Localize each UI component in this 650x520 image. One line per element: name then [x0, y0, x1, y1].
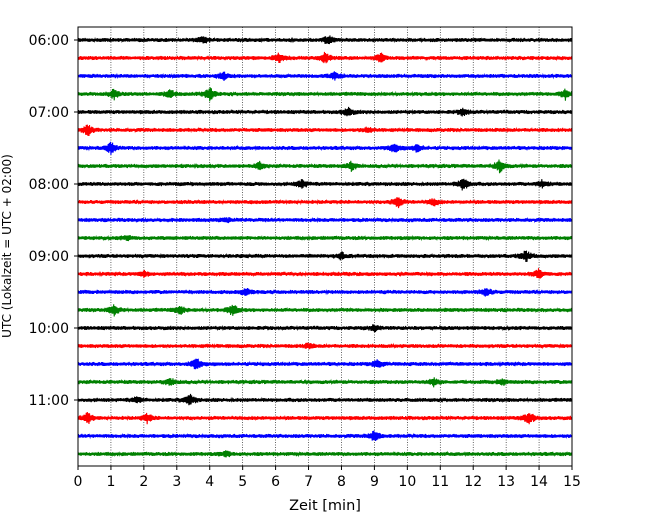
x-tick-label: 10 — [398, 474, 416, 490]
x-tick-label: 7 — [304, 474, 313, 490]
x-tick-label: 13 — [497, 474, 515, 490]
x-tick-label: 11 — [431, 474, 449, 490]
trace-0845 — [77, 234, 573, 242]
trace-0815 — [77, 197, 573, 209]
trace-1045 — [77, 377, 573, 388]
trace-0715 — [77, 124, 573, 137]
x-tick-label: 1 — [106, 474, 115, 490]
y-tick-label: 08:00 — [29, 177, 69, 193]
trace-0800 — [77, 178, 573, 191]
x-tick-label: 4 — [205, 474, 214, 490]
x-tick-label: 14 — [530, 474, 548, 490]
trace-0830 — [77, 216, 573, 224]
trace-0645 — [77, 87, 573, 102]
x-tick-label: 6 — [271, 474, 280, 490]
trace-1145 — [77, 450, 573, 458]
trace-0900 — [77, 250, 573, 263]
y-axis-label: UTC (Lokalzeit = UTC + 02:00) — [0, 154, 14, 338]
trace-0700 — [77, 106, 573, 117]
trace-1115 — [77, 412, 573, 425]
trace-0600 — [77, 35, 573, 45]
x-tick-label: 8 — [337, 474, 346, 490]
y-tick-label: 09:00 — [29, 249, 69, 265]
x-tick-label: 12 — [464, 474, 482, 490]
trace-1100 — [77, 393, 573, 406]
x-tick-label: 15 — [563, 474, 581, 490]
trace-1130 — [77, 430, 573, 442]
trace-0915 — [77, 268, 573, 279]
x-tick-label: 2 — [139, 474, 148, 490]
trace-0730 — [77, 141, 573, 155]
x-axis-ticks: 0 1 2 3 4 5 6 7 8 9 10 11 12 13 14 15 — [74, 466, 581, 490]
x-tick-label: 9 — [370, 474, 379, 490]
trace-1015 — [77, 342, 573, 350]
x-tick-label: 5 — [238, 474, 247, 490]
x-tick-label: 3 — [172, 474, 181, 490]
trace-0930 — [77, 288, 573, 297]
trace-0745 — [77, 159, 573, 174]
trace-0630 — [77, 71, 573, 82]
x-axis-label: Zeit [min] — [289, 498, 361, 514]
trace-0945 — [77, 304, 573, 317]
y-axis-ticks: 06:00 07:00 08:00 09:00 10:00 11:00 — [29, 33, 78, 409]
y-tick-label: 07:00 — [29, 105, 69, 121]
trace-1030 — [77, 358, 573, 370]
y-tick-label: 10:00 — [29, 321, 69, 337]
plot-frame — [77, 26, 573, 467]
trace-0615 — [77, 51, 573, 64]
trace-1000 — [77, 324, 573, 333]
y-tick-label: 06:00 — [29, 33, 69, 49]
x-tick-label: 0 — [74, 474, 83, 490]
seismic-traces — [77, 35, 573, 458]
y-tick-label: 11:00 — [29, 393, 69, 409]
